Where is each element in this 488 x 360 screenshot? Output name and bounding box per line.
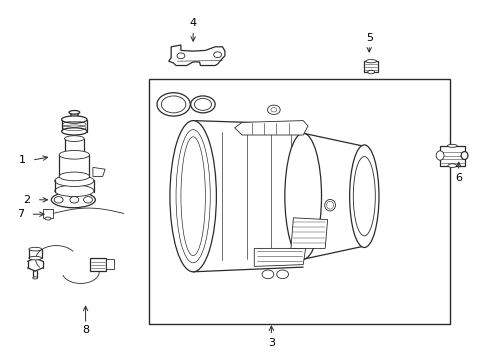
Ellipse shape	[69, 111, 80, 114]
Text: 5: 5	[365, 33, 372, 43]
Ellipse shape	[59, 172, 89, 181]
Ellipse shape	[365, 59, 376, 63]
Ellipse shape	[460, 152, 467, 159]
Ellipse shape	[33, 277, 38, 279]
Ellipse shape	[64, 136, 84, 141]
Text: 8: 8	[82, 325, 89, 336]
Circle shape	[267, 105, 280, 114]
Bar	[105, 259, 114, 269]
Ellipse shape	[59, 150, 89, 159]
Circle shape	[276, 270, 288, 279]
Ellipse shape	[324, 199, 335, 211]
Polygon shape	[168, 45, 224, 66]
Ellipse shape	[45, 217, 51, 220]
Ellipse shape	[170, 121, 216, 272]
Circle shape	[54, 197, 63, 203]
Polygon shape	[254, 248, 305, 266]
Ellipse shape	[29, 247, 41, 251]
Ellipse shape	[435, 151, 443, 160]
Polygon shape	[290, 218, 327, 248]
Bar	[90, 258, 106, 271]
Circle shape	[213, 52, 221, 58]
Text: 1: 1	[19, 155, 25, 165]
Ellipse shape	[61, 116, 87, 123]
Ellipse shape	[61, 128, 87, 135]
Circle shape	[262, 270, 273, 279]
Text: 3: 3	[267, 338, 274, 348]
Circle shape	[83, 197, 92, 203]
Ellipse shape	[55, 185, 94, 197]
Ellipse shape	[447, 144, 456, 147]
Ellipse shape	[55, 175, 94, 186]
Ellipse shape	[367, 70, 374, 74]
Bar	[149, 79, 449, 324]
Bar	[439, 146, 464, 166]
Bar	[364, 61, 377, 72]
Ellipse shape	[157, 93, 190, 116]
Ellipse shape	[284, 133, 321, 259]
Text: 4: 4	[189, 18, 196, 28]
Ellipse shape	[349, 145, 378, 248]
Circle shape	[177, 53, 184, 59]
Polygon shape	[234, 121, 307, 135]
Ellipse shape	[29, 256, 41, 260]
Bar	[43, 209, 53, 218]
Ellipse shape	[51, 192, 95, 208]
Ellipse shape	[190, 96, 215, 113]
Text: 7: 7	[17, 209, 24, 219]
Ellipse shape	[447, 164, 456, 167]
Text: 2: 2	[23, 195, 30, 205]
Circle shape	[70, 197, 79, 203]
Polygon shape	[93, 167, 105, 176]
Text: 6: 6	[454, 173, 461, 183]
